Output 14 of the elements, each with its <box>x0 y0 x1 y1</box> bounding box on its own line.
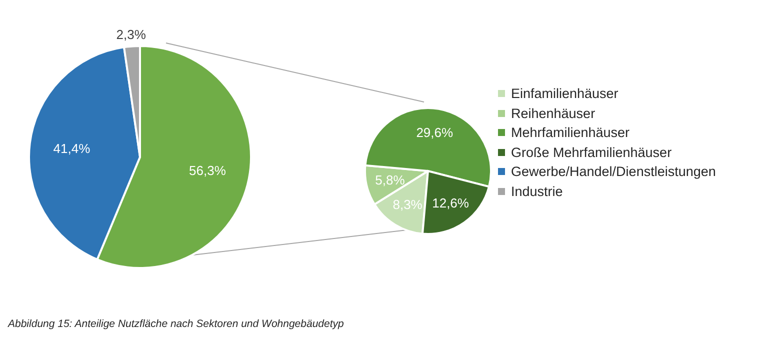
data-label: 8,3% <box>392 196 423 212</box>
data-label: 56,3% <box>189 163 226 178</box>
data-label: 12,6% <box>432 195 470 210</box>
legend-label: Mehrfamilienhäuser <box>511 124 630 142</box>
legend-label: Gewerbe/Handel/Dienstleistungen <box>511 163 716 181</box>
data-label: 5,8% <box>375 172 406 188</box>
legend-label: Große Mehrfamilienhäuser <box>511 144 672 162</box>
legend-label: Einfamilienhäuser <box>511 85 618 103</box>
data-label: 29,6% <box>416 125 454 140</box>
data-label: 41,4% <box>53 140 91 156</box>
data-label: 2,3% <box>116 26 146 42</box>
legend-label: Industrie <box>511 182 563 200</box>
legend-label: Reihenhäuser <box>511 104 596 122</box>
text: Abbildung 15: Anteilige Nutzfläche nach Sektoren und Wohngebäudetyp <box>8 318 344 330</box>
